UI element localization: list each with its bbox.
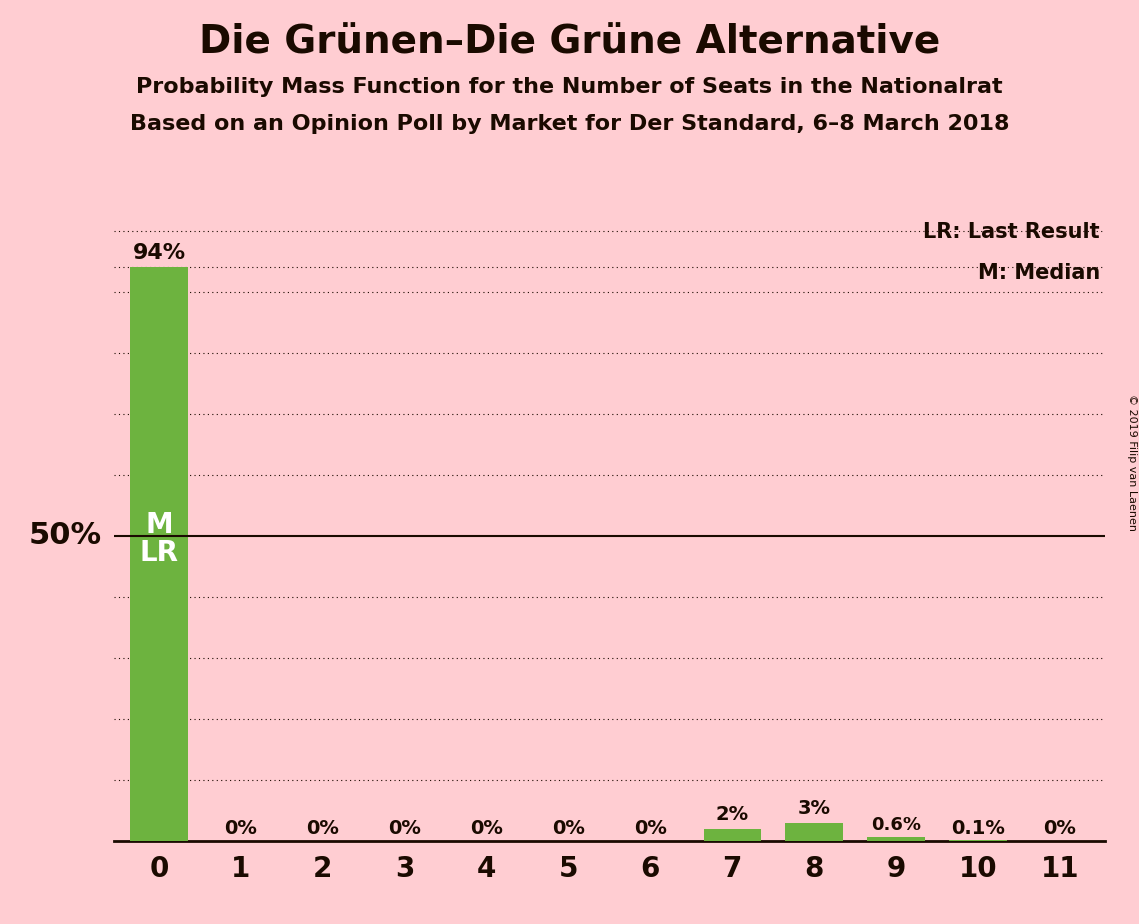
Text: Probability Mass Function for the Number of Seats in the Nationalrat: Probability Mass Function for the Number… xyxy=(137,77,1002,97)
Text: LR: LR xyxy=(139,539,179,567)
Text: 3%: 3% xyxy=(797,798,830,818)
Text: 94%: 94% xyxy=(132,242,186,262)
Text: 0%: 0% xyxy=(388,820,421,838)
Text: 0%: 0% xyxy=(634,820,666,838)
Text: LR: Last Result: LR: Last Result xyxy=(924,222,1100,242)
Text: M: Median: M: Median xyxy=(977,262,1100,283)
Text: 50%: 50% xyxy=(28,521,101,551)
Text: M: M xyxy=(145,511,173,539)
Text: © 2019 Filip van Laenen: © 2019 Filip van Laenen xyxy=(1126,394,1137,530)
Text: 2%: 2% xyxy=(715,805,748,824)
Text: Die Grünen–Die Grüne Alternative: Die Grünen–Die Grüne Alternative xyxy=(199,23,940,61)
Bar xyxy=(704,829,761,841)
Bar xyxy=(867,837,925,841)
Text: 0.6%: 0.6% xyxy=(871,816,921,833)
Text: Based on an Opinion Poll by Market for Der Standard, 6–8 March 2018: Based on an Opinion Poll by Market for D… xyxy=(130,114,1009,134)
Text: 0.1%: 0.1% xyxy=(951,819,1005,838)
Text: 0%: 0% xyxy=(224,820,257,838)
Text: 0%: 0% xyxy=(470,820,503,838)
Text: 0%: 0% xyxy=(1043,820,1076,838)
Bar xyxy=(786,822,843,841)
Text: 0%: 0% xyxy=(552,820,584,838)
Text: 0%: 0% xyxy=(306,820,339,838)
Bar xyxy=(130,267,188,841)
